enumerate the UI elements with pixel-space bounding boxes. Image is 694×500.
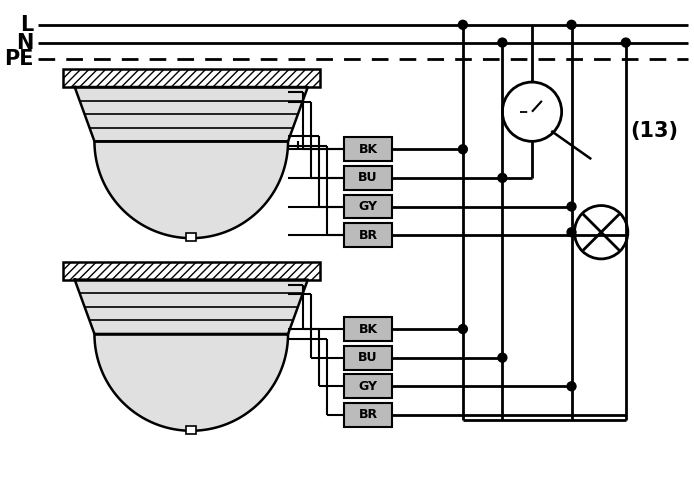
Bar <box>63 69 320 87</box>
Text: (13): (13) <box>630 122 678 142</box>
Circle shape <box>621 38 630 47</box>
Bar <box>344 138 391 161</box>
Circle shape <box>498 174 507 182</box>
Circle shape <box>459 145 467 154</box>
Circle shape <box>567 228 576 236</box>
Bar <box>344 224 391 247</box>
Text: L: L <box>20 15 33 35</box>
Circle shape <box>567 202 576 211</box>
Circle shape <box>498 38 507 47</box>
Circle shape <box>459 324 467 334</box>
Circle shape <box>567 20 576 29</box>
Bar <box>186 426 196 434</box>
Bar <box>63 262 320 280</box>
Polygon shape <box>94 334 288 430</box>
Polygon shape <box>94 142 288 238</box>
Circle shape <box>459 20 467 29</box>
Polygon shape <box>75 280 308 334</box>
Text: BK: BK <box>359 143 378 156</box>
Bar <box>344 317 391 341</box>
Text: GY: GY <box>359 200 378 213</box>
Text: BU: BU <box>358 172 378 184</box>
Bar <box>344 346 391 370</box>
Bar <box>344 166 391 190</box>
Text: N: N <box>16 32 33 52</box>
Text: BK: BK <box>359 322 378 336</box>
Bar <box>344 374 391 398</box>
Text: BU: BU <box>358 351 378 364</box>
Polygon shape <box>75 87 308 142</box>
Text: BR: BR <box>359 408 378 422</box>
Bar <box>344 403 391 427</box>
Circle shape <box>567 382 576 391</box>
Text: PE: PE <box>3 50 33 70</box>
Text: BR: BR <box>359 228 378 241</box>
Bar <box>186 233 196 241</box>
Bar <box>344 194 391 218</box>
Circle shape <box>498 353 507 362</box>
Text: GY: GY <box>359 380 378 393</box>
